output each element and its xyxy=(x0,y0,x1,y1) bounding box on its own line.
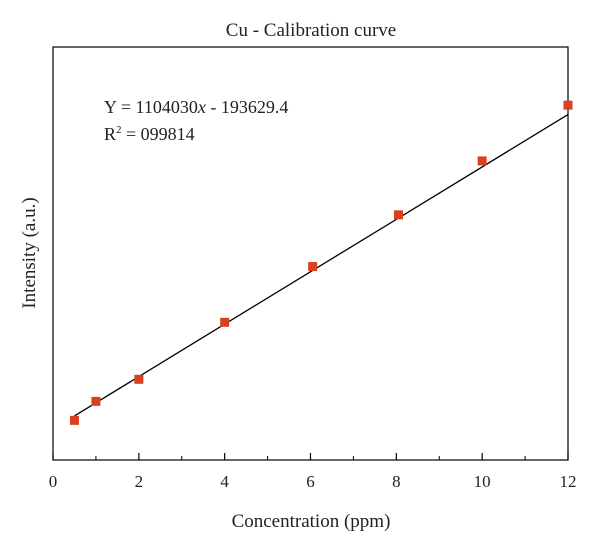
x-tick-label: 4 xyxy=(220,472,229,491)
r2-exponent: 2 xyxy=(116,124,122,136)
x-axis-label: Concentration (ppm) xyxy=(232,511,391,532)
data-point xyxy=(91,396,101,406)
data-points-layer xyxy=(69,100,573,425)
x-tick-label: 8 xyxy=(392,472,401,491)
data-point xyxy=(69,415,79,425)
fit-line xyxy=(74,113,569,417)
equation-annotation: Y = 1104030x - 193629.4 xyxy=(104,97,288,117)
equation-suffix: - 193629.4 xyxy=(206,97,289,117)
fit-line-layer xyxy=(74,113,569,417)
data-point xyxy=(220,317,230,327)
x-tick-label: 2 xyxy=(135,472,144,491)
x-tick-label: 0 xyxy=(49,472,58,491)
data-point xyxy=(134,374,144,384)
chart-title: Cu - Calibration curve xyxy=(226,20,396,41)
equation-variable: x xyxy=(197,97,206,117)
x-axis: 0 2 4 6 8 10 12 xyxy=(49,453,577,491)
r2-base: R xyxy=(104,124,116,144)
r2-value: = 099814 xyxy=(122,124,195,144)
r-squared-annotation: R2 = 099814 xyxy=(104,124,195,144)
x-tick-label: 12 xyxy=(560,472,577,491)
data-point xyxy=(477,156,487,166)
y-axis-label: Intensity (a.u.) xyxy=(19,197,40,308)
data-point xyxy=(393,210,403,220)
equation-prefix: Y = 1104030 xyxy=(104,97,198,117)
data-point xyxy=(563,100,573,110)
x-tick-label: 6 xyxy=(306,472,315,491)
data-point xyxy=(308,262,318,272)
x-tick-label: 10 xyxy=(474,472,491,491)
